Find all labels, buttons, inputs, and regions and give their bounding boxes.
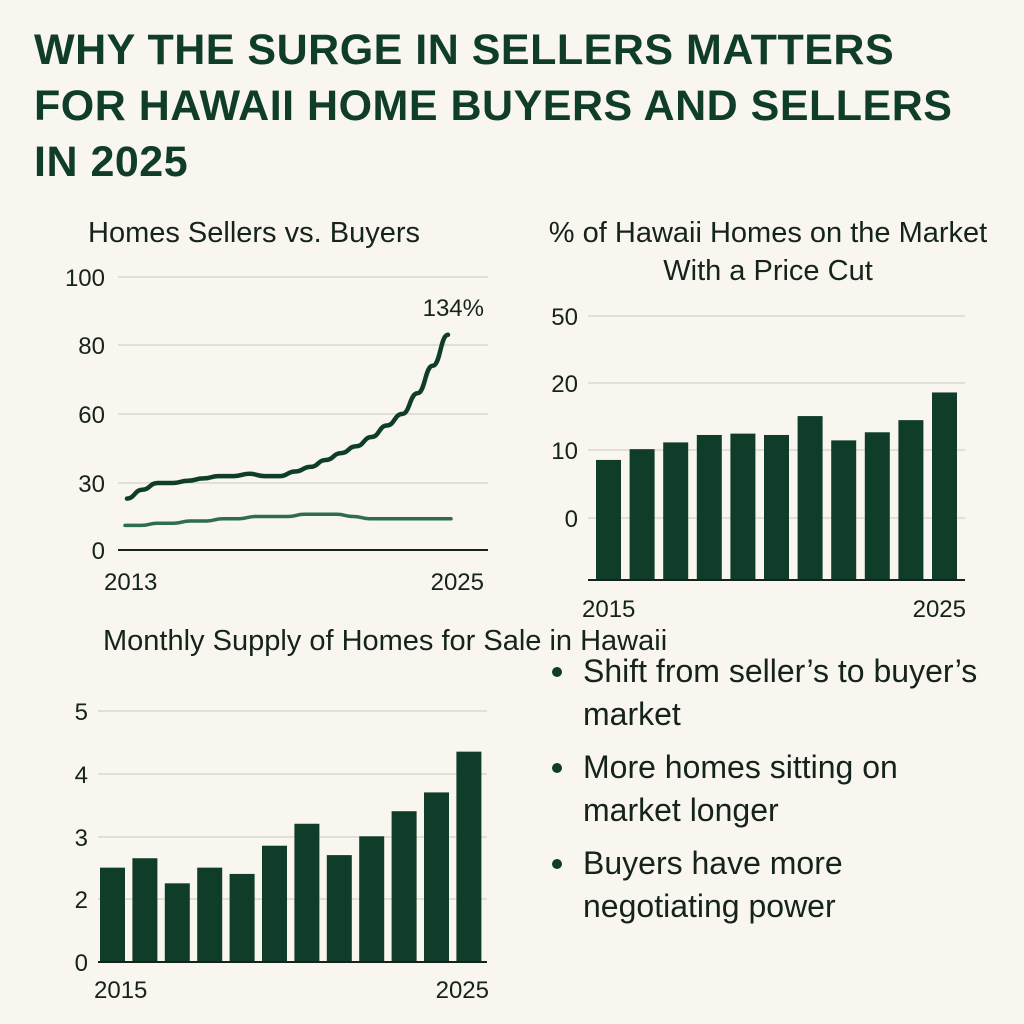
bar <box>391 811 417 962</box>
x-tick-label: 2025 <box>431 569 484 596</box>
x-tick-label: 2015 <box>582 596 635 623</box>
bar <box>663 442 689 580</box>
monthly-supply-chart-title: Monthly Supply of Homes for Sale in Hawa… <box>103 625 668 657</box>
bullet-text: More homes sitting on market longer <box>583 749 898 828</box>
page-title: WHY THE SURGE IN SELLERS MATTERS FOR HAW… <box>34 26 953 186</box>
bullet-item: More homes sitting on market longer <box>552 746 992 832</box>
y-tick-label: 10 <box>551 438 578 465</box>
bar <box>764 434 789 580</box>
y-tick-label: 100 <box>65 265 105 292</box>
peak-annotation: 134% <box>423 295 484 322</box>
key-takeaways-list: Shift from seller’s to buyer’s market Mo… <box>552 650 992 938</box>
y-tick-label: 60 <box>78 402 105 429</box>
bar <box>730 433 756 580</box>
bar <box>229 873 255 962</box>
y-tick-label: 20 <box>551 371 578 398</box>
bar <box>932 392 957 580</box>
bar <box>294 823 320 962</box>
bullet-dot-icon <box>552 763 562 773</box>
bar <box>197 867 223 962</box>
bullet-dot-icon <box>552 859 562 869</box>
bar <box>831 440 857 580</box>
y-tick-label: 5 <box>75 699 88 726</box>
bullet-dot-icon <box>552 667 562 677</box>
bar <box>424 792 449 962</box>
x-tick-label: 2025 <box>436 977 489 1004</box>
bar <box>898 420 924 580</box>
y-tick-label: 0 <box>92 538 105 565</box>
y-tick-label: 4 <box>75 762 88 789</box>
bar <box>797 416 823 580</box>
bullet-text: Shift from seller’s to buyer’s market <box>583 653 978 732</box>
series-line-sellers <box>124 332 451 501</box>
bar <box>696 434 722 580</box>
y-tick-label: 2 <box>75 887 88 914</box>
bar <box>164 883 190 962</box>
bar <box>100 867 125 962</box>
bar <box>629 449 655 580</box>
bullet-item: Buyers have more negotiating power <box>552 842 992 928</box>
x-tick-label: 2013 <box>104 569 157 596</box>
bar <box>262 845 287 962</box>
price-cut-chart-title: % of Hawaii Homes on the Market With a P… <box>548 217 988 287</box>
y-tick-label: 80 <box>78 333 105 360</box>
bullet-text: Buyers have more negotiating power <box>583 845 843 924</box>
y-tick-label: 0 <box>75 950 88 977</box>
bar <box>326 855 352 962</box>
sellers-buyers-chart-title: Homes Sellers vs. Buyers <box>88 217 420 249</box>
x-tick-label: 2015 <box>94 977 147 1004</box>
y-tick-label: 50 <box>551 304 578 331</box>
series-line-buyers <box>123 512 453 528</box>
bullet-item: Shift from seller’s to buyer’s market <box>552 650 992 736</box>
bar <box>456 751 482 962</box>
bar <box>864 432 890 580</box>
y-tick-label: 3 <box>75 825 88 852</box>
y-tick-label: 0 <box>565 506 578 533</box>
bar <box>596 459 621 580</box>
y-tick-label: 30 <box>78 471 105 498</box>
x-tick-label: 2025 <box>913 596 966 623</box>
bar <box>359 836 385 962</box>
bar <box>132 858 158 962</box>
